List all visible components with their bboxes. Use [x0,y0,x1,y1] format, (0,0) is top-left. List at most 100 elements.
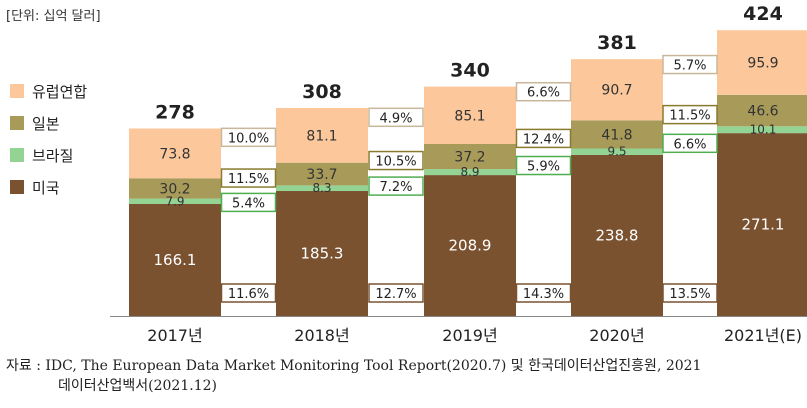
legend-swatch-brazil [10,148,24,162]
growth-label-usa-0: 11.6% [228,287,269,302]
bar-usa-2 [424,175,516,316]
value-label-eu-1: 81.1 [306,128,337,144]
legend-swatch-japan [10,116,24,130]
value-label-brazil-0: 7.9 [165,194,184,208]
legend-label-japan: 일본 [32,114,60,133]
bar-brazil-0 [129,198,221,204]
bar-usa-3 [571,154,663,316]
growth-box-brazil-3 [662,133,718,154]
growth-box-japan-2 [515,128,572,149]
total-label-0: 278 [155,101,195,123]
growth-label-brazil-2: 5.9% [527,160,560,175]
total-label-4: 424 [743,3,783,25]
growth-label-eu-0: 10.0% [228,131,269,146]
source-note: 자료 : IDC, The European Data Market Monit… [6,356,701,396]
bar-brazil-1 [276,185,368,192]
bar-brazil-3 [571,148,663,155]
value-label-usa-2: 208.9 [449,237,492,255]
legend-item-eu: 유럽연합 [10,80,87,102]
bar-usa-0 [129,203,221,316]
bar-japan-1 [276,162,368,186]
legend-item-brazil: 브라질 [10,144,87,166]
growth-box-eu-1 [368,107,424,128]
growth-label-japan-1: 10.5% [375,155,416,170]
growth-box-usa-0 [220,283,277,303]
category-label-1: 2018년 [294,326,349,345]
category-label-4: 2021년(E) [724,326,802,345]
growth-label-brazil-3: 6.6% [673,137,706,152]
bar-japan-0 [129,178,221,199]
growth-label-eu-1: 4.9% [379,111,412,126]
growth-label-brazil-1: 7.2% [379,180,412,195]
value-label-japan-2: 37.2 [454,150,485,166]
growth-label-eu-2: 6.6% [527,86,560,101]
growth-box-eu-3 [662,54,718,75]
bar-usa-4 [717,133,807,316]
value-label-usa-0: 166.1 [154,251,197,269]
bar-eu-4 [717,30,807,95]
growth-box-japan-1 [368,150,424,171]
growth-box-japan-0 [220,168,277,188]
value-label-eu-3: 90.7 [601,83,632,99]
bar-eu-3 [571,59,663,121]
legend-label-eu: 유럽연합 [32,82,88,101]
growth-label-brazil-0: 5.4% [232,196,265,211]
growth-box-brazil-2 [515,155,572,176]
bar-japan-3 [571,120,663,149]
category-label-0: 2017년 [147,326,202,345]
value-label-usa-3: 238.8 [596,226,639,244]
total-label-3: 381 [597,32,637,54]
growth-label-usa-2: 14.3% [523,287,564,302]
unit-label: [단위: 십억 달러] [6,9,101,24]
source-line-2: 데이터산업백서(2021.12) [58,378,217,394]
value-label-japan-3: 41.8 [601,127,632,143]
growth-box-usa-2 [515,283,572,303]
value-label-japan-1: 33.7 [306,167,337,183]
growth-label-eu-3: 5.7% [673,59,706,74]
bar-brazil-2 [424,169,516,176]
bar-usa-1 [276,191,368,316]
total-label-2: 340 [450,60,490,82]
bar-brazil-4 [717,126,807,134]
legend-item-japan: 일본 [10,112,87,134]
growth-box-brazil-0 [220,192,277,213]
growth-label-usa-3: 13.5% [669,287,710,302]
value-label-usa-4: 271.1 [742,216,785,234]
value-label-brazil-3: 9.5 [607,145,626,159]
value-label-eu-2: 85.1 [454,108,485,124]
value-label-japan-0: 30.2 [159,181,190,197]
bar-eu-0 [129,128,221,179]
bar-japan-4 [717,94,807,127]
stacked-bar-chart: 166.1 7.930.2 73.8 278 2017년 185.3 8.333.7 81.1… [110,3,807,345]
legend-label-brazil: 브라질 [32,146,74,165]
value-label-eu-4: 95.9 [747,56,778,72]
bar-japan-2 [424,143,516,170]
growth-label-japan-2: 12.4% [523,132,564,147]
growth-box-japan-3 [662,104,718,125]
growth-box-brazil-1 [368,176,424,196]
category-label-3: 2020년 [589,326,644,345]
growth-label-japan-3: 11.5% [669,109,710,124]
bar-eu-1 [276,107,368,163]
growth-box-eu-0 [220,127,277,148]
source-line-1: 자료 : IDC, The European Data Market Monit… [6,358,702,374]
legend-label-usa: 미국 [32,178,60,197]
growth-box-eu-2 [515,81,572,102]
total-label-1: 308 [302,81,342,103]
growth-box-usa-3 [662,283,718,303]
growth-label-usa-1: 12.7% [375,287,416,302]
value-label-brazil-2: 8.9 [460,165,479,179]
growth-label-japan-0: 11.5% [228,172,269,187]
value-label-brazil-1: 8.3 [312,181,331,195]
growth-box-usa-1 [368,283,424,303]
legend-swatch-usa [10,180,24,194]
value-label-eu-0: 73.8 [159,146,190,162]
value-label-japan-4: 46.6 [747,104,778,120]
value-label-brazil-4: 10.1 [750,123,777,137]
value-label-usa-1: 185.3 [301,245,344,263]
legend-item-usa: 미국 [10,176,87,198]
legend-swatch-eu [10,84,24,98]
bar-eu-2 [424,86,516,144]
category-label-2: 2019년 [442,326,497,345]
